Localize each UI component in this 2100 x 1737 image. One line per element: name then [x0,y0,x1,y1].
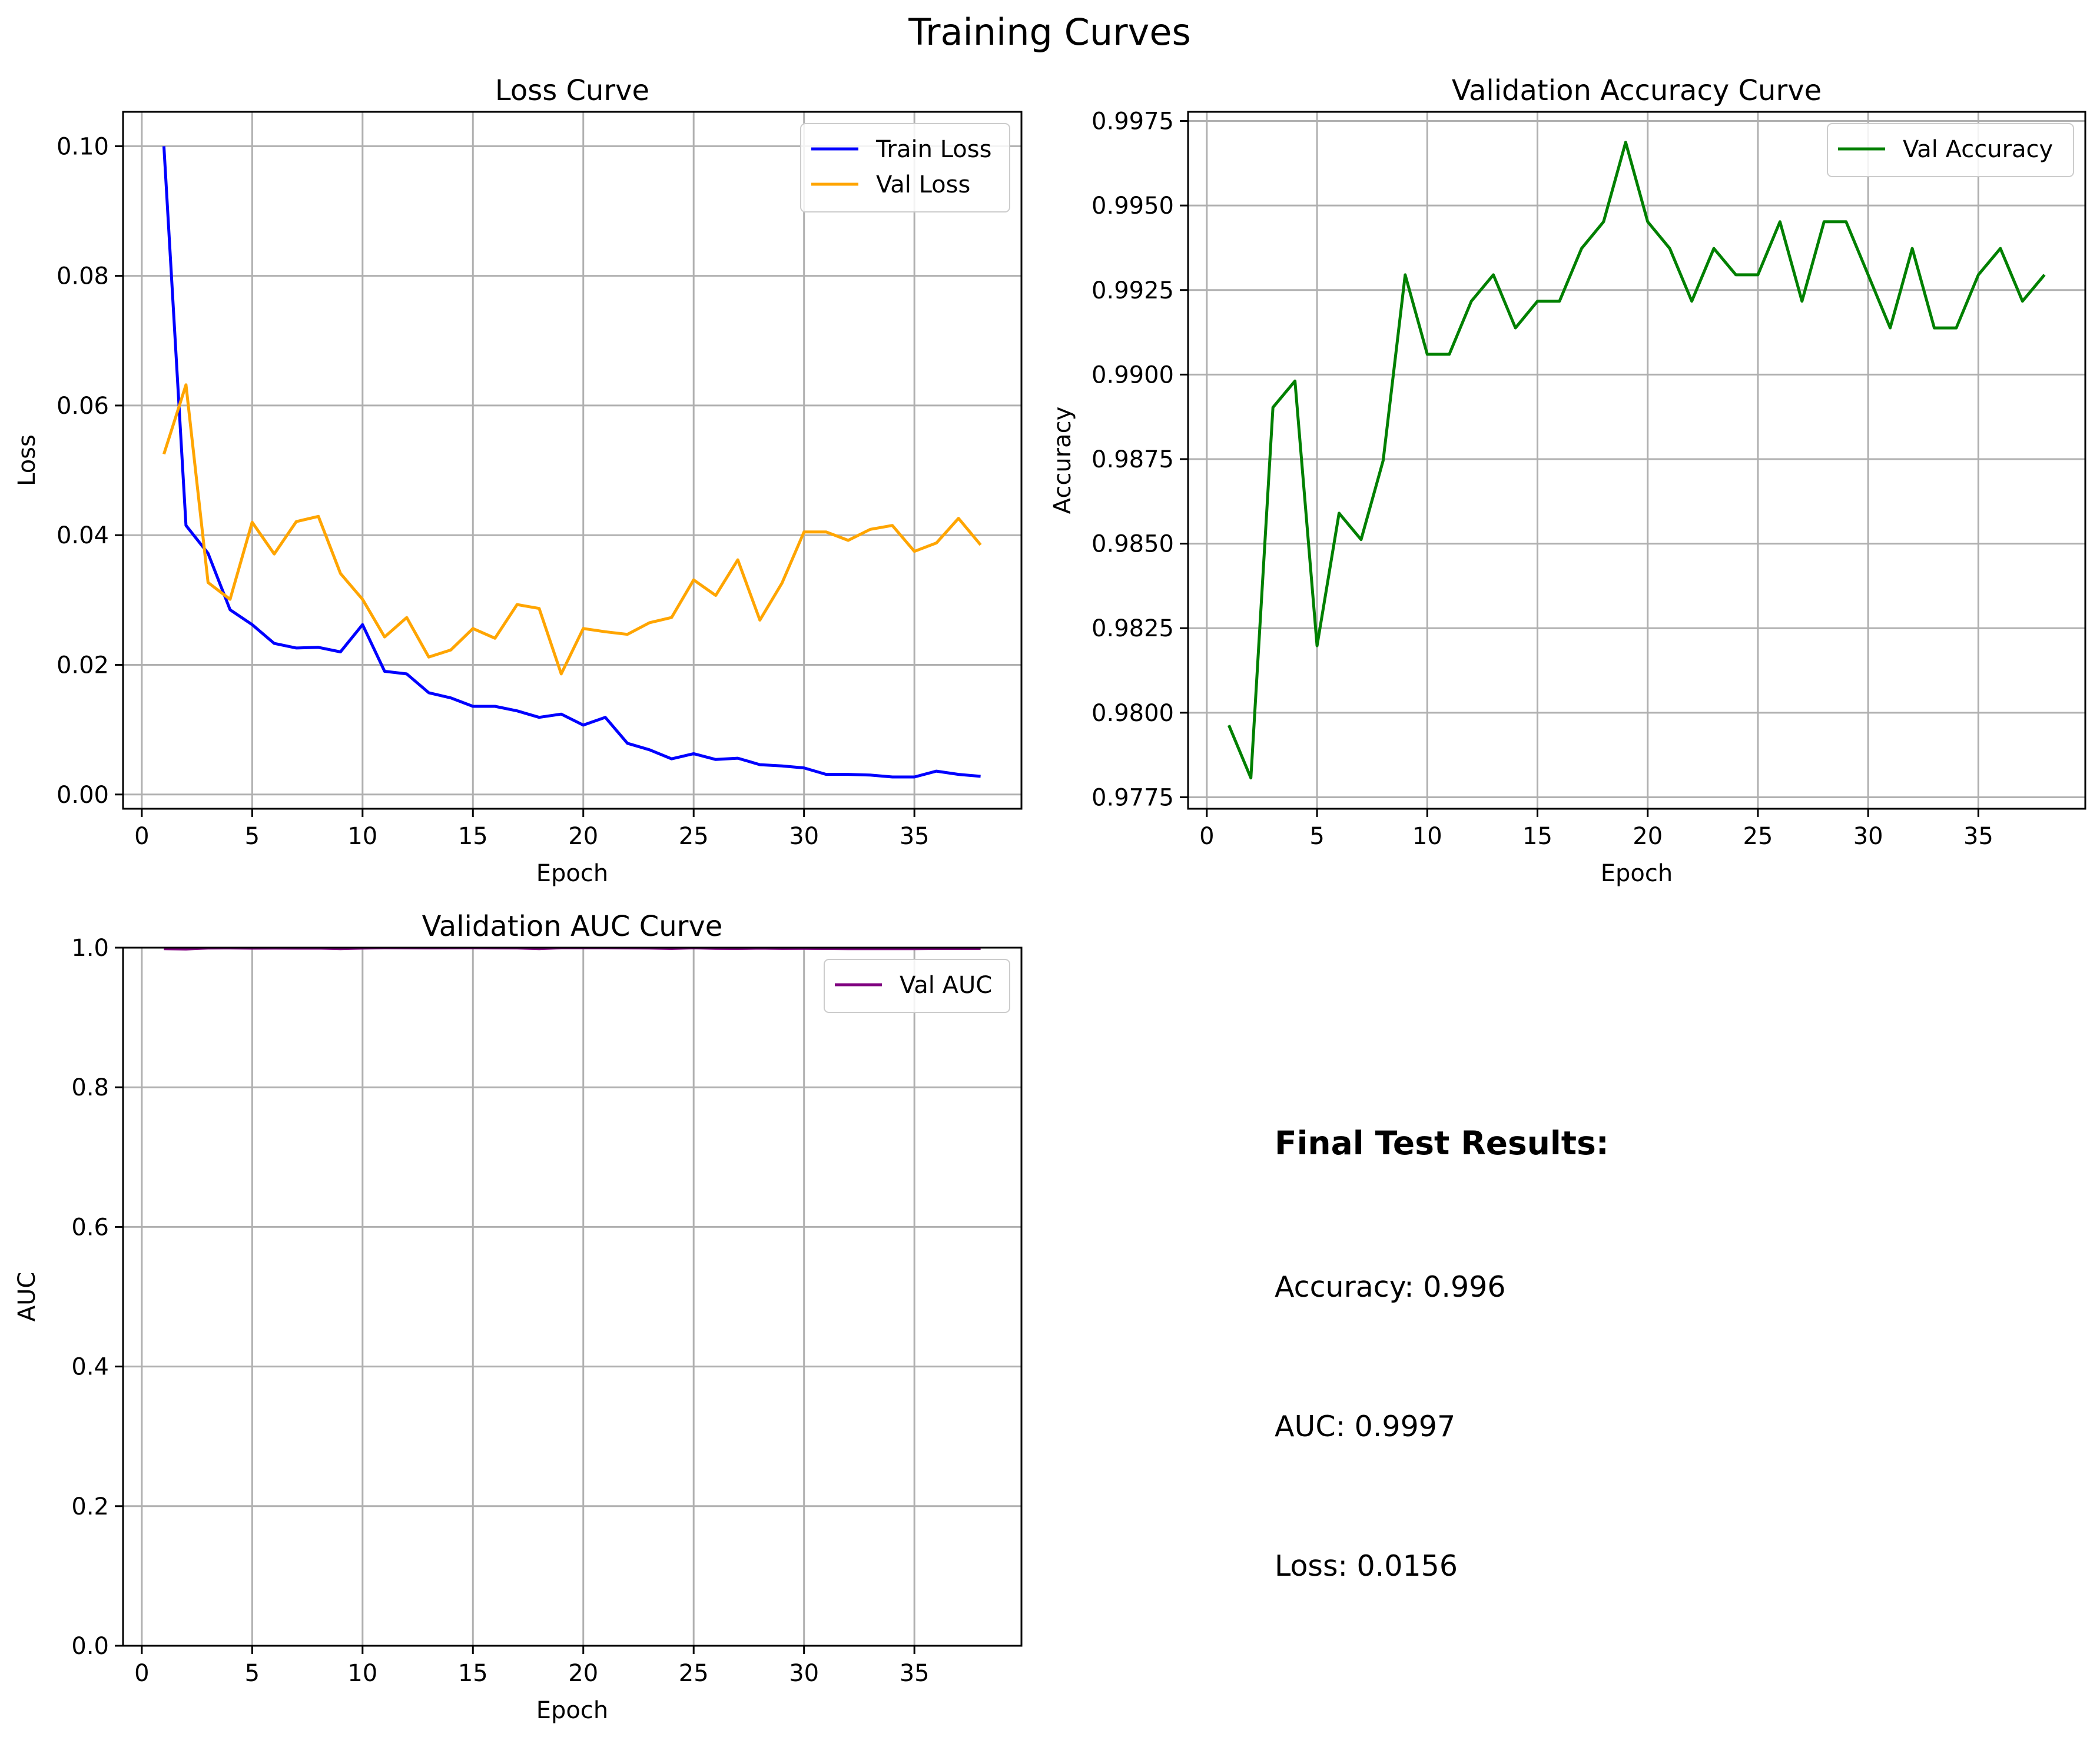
x-tick-label: 15 [458,1660,488,1687]
x-tick-label: 30 [789,1660,819,1687]
x-tick-label: 0 [134,1660,149,1687]
legend-label-val-loss: Val Loss [876,171,970,198]
series-line-train-loss [162,146,981,779]
results-heading: Final Test Results: [1275,1124,1609,1162]
y-tick-label: 0.04 [57,522,109,549]
y-tick-label: 0.10 [57,133,109,160]
y-tick-label: 0.0 [71,1633,109,1660]
x-tick-label: 0 [134,823,149,850]
x-tick-label: 15 [1522,823,1552,850]
chart-title: Loss Curve [495,74,649,107]
legend-label-train-loss: Train Loss [875,136,991,163]
legend-box [800,123,1010,212]
x-tick-label: 10 [347,823,377,850]
x-tick-label: 20 [568,1660,598,1687]
axes-frame [122,946,1023,1647]
chart-title: Validation AUC Curve [422,910,723,943]
accuracy-chart: 0 5 10 15 20 25 30 35 0.9775 0.9800 0.9825 0.9850 0.… [1049,74,2086,887]
y-tick-label: 0.4 [71,1354,109,1381]
x-axis-label: Epoch [1601,860,1673,887]
x-tick-label: 30 [1853,823,1883,850]
y-tick-label: 0.00 [57,782,109,809]
y-tick-label: 0.9850 [1092,531,1174,558]
x-tick-label: 5 [245,823,260,850]
y-tick-label: 0.9975 [1092,108,1174,135]
y-tick-label: 0.9775 [1092,784,1174,811]
y-tick-label: 0.9875 [1092,446,1174,473]
axes-frame [122,111,1023,810]
loss-chart: 0 5 10 15 20 25 30 35 0.00 0.02 0.04 0.06 0.08 0.10 Lo… [14,74,1023,887]
series-line-val-loss [162,383,982,676]
legend-label-val-accuracy: Val Accuracy [1903,136,2053,163]
y-tick-label: 0.02 [57,652,109,679]
x-axis-label: Epoch [536,860,608,887]
y-axis-label: Loss [14,434,41,486]
legend-label-val-auc: Val AUC [900,972,992,999]
y-tick-label: 0.6 [71,1214,109,1241]
x-tick-label: 25 [679,823,709,850]
x-tick-label: 25 [679,1660,709,1687]
y-tick-label: 0.08 [57,263,109,290]
x-tick-label: 35 [900,1660,930,1687]
y-tick-label: 0.9900 [1092,361,1174,388]
results-accuracy: Accuracy: 0.996 [1275,1270,1506,1304]
y-tick-label: 0.9925 [1092,277,1174,304]
legend-box [1827,123,2074,177]
x-tick-label: 15 [458,823,488,850]
y-tick-label: 0.9950 [1092,192,1174,220]
results-loss: Loss: 0.0156 [1275,1549,1458,1583]
y-tick-label: 1.0 [71,935,109,962]
y-tick-label: 0.8 [71,1074,109,1101]
x-tick-label: 20 [1633,823,1663,850]
x-tick-label: 35 [900,823,930,850]
x-tick-label: 25 [1743,823,1773,850]
y-tick-label: 0.2 [71,1493,109,1520]
y-axis-label: AUC [14,1272,41,1322]
y-tick-label: 0.06 [57,393,109,420]
x-tick-label: 30 [789,823,819,850]
y-tick-label: 0.9800 [1092,700,1174,727]
y-axis-label: Accuracy [1049,407,1076,514]
x-tick-label: 5 [1309,823,1324,850]
x-tick-label: 10 [1412,823,1442,850]
chart-title: Validation Accuracy Curve [1452,74,1822,107]
figure-title: Training Curves [908,11,1191,54]
x-tick-label: 35 [1963,823,1993,850]
series-line-val-accuracy [1227,141,2046,780]
x-tick-label: 20 [568,823,598,850]
x-axis-label: Epoch [536,1697,608,1724]
axes-frame [1187,111,2086,810]
x-tick-label: 5 [245,1660,260,1687]
auc-chart: 0 5 10 15 20 25 30 35 0.0 0.2 0.4 0.6 0.8 1.0 Validati… [14,910,1023,1724]
y-tick-label: 0.9825 [1092,615,1174,642]
x-tick-label: 0 [1199,823,1214,850]
legend-box [824,959,1010,1013]
x-tick-label: 10 [347,1660,377,1687]
results-auc: AUC: 0.9997 [1275,1410,1456,1443]
